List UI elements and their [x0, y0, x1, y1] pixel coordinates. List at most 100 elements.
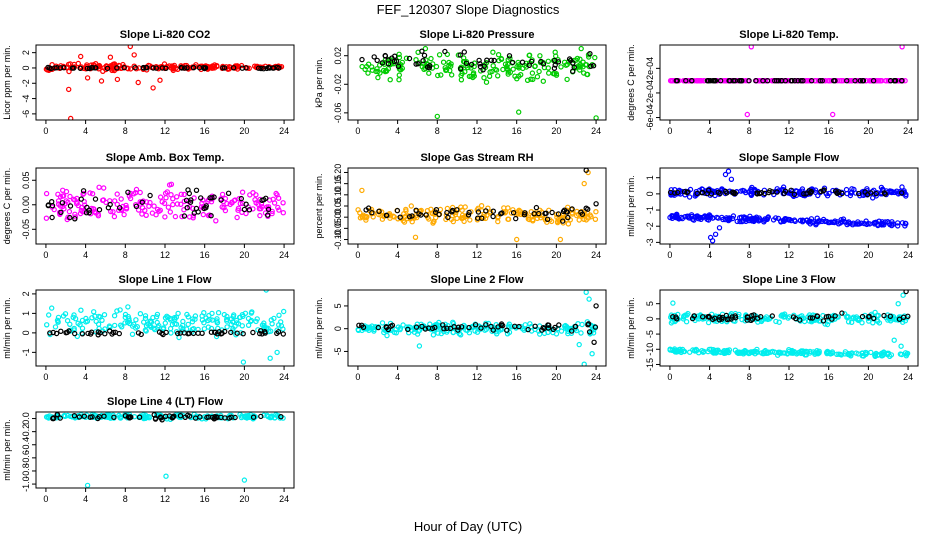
data-point	[577, 56, 583, 62]
data-point	[359, 56, 365, 63]
data-point	[812, 77, 818, 84]
data-point	[45, 202, 52, 208]
data-point	[564, 76, 570, 83]
data-point	[157, 207, 163, 213]
data-point	[807, 350, 813, 356]
data-point	[900, 292, 906, 298]
data-point	[685, 310, 691, 317]
data-point	[169, 415, 176, 421]
data-point	[746, 217, 752, 224]
data-point	[419, 323, 425, 330]
panel-title: Slope Gas Stream RH	[420, 152, 533, 164]
data-point	[546, 70, 552, 76]
data-point	[200, 211, 206, 218]
data-point	[125, 189, 131, 195]
data-point	[177, 413, 184, 419]
data-point	[744, 314, 751, 320]
data-point	[449, 72, 455, 78]
data-point	[63, 188, 70, 195]
data-point	[449, 207, 456, 214]
data-point	[399, 65, 405, 72]
data-point	[477, 63, 484, 70]
data-point	[734, 218, 740, 225]
data-point	[215, 310, 222, 316]
data-point	[834, 351, 840, 357]
data-point	[139, 211, 145, 217]
data-point	[157, 194, 164, 200]
data-point	[850, 221, 856, 228]
data-point	[268, 328, 274, 334]
y-tick-label: 0.05	[21, 171, 31, 189]
data-point	[101, 413, 107, 419]
data-point	[832, 316, 838, 322]
data-point	[717, 77, 724, 84]
data-point	[107, 54, 114, 60]
x-tick-label: 8	[123, 250, 128, 260]
data-point	[866, 313, 872, 319]
data-point	[689, 77, 695, 84]
x-tick-label: 20	[239, 126, 249, 136]
data-point	[115, 207, 122, 213]
data-point	[807, 315, 813, 321]
data-point	[384, 212, 390, 219]
data-point	[697, 77, 704, 84]
y-tick-label: 0.10	[333, 186, 343, 204]
data-point	[581, 361, 587, 366]
data-point	[581, 70, 587, 76]
data-point	[47, 330, 53, 336]
data-point	[143, 328, 149, 334]
data-point	[99, 317, 105, 323]
data-point	[234, 330, 240, 336]
data-point	[274, 64, 280, 71]
data-point	[95, 212, 102, 219]
x-tick-label: 4	[395, 372, 400, 382]
data-point	[549, 209, 555, 216]
data-point	[399, 59, 405, 66]
y-tick-label: -2	[21, 79, 31, 87]
data-point	[224, 324, 230, 330]
data-point	[54, 412, 60, 418]
data-point	[873, 190, 879, 197]
data-point	[868, 349, 874, 356]
panel-title: Slope Line 2 Flow	[431, 274, 524, 286]
data-point	[477, 61, 483, 67]
data-point	[365, 61, 372, 67]
data-point	[817, 318, 824, 324]
data-point	[359, 322, 365, 328]
data-point	[681, 188, 688, 195]
data-point	[876, 218, 882, 224]
data-point	[107, 208, 114, 215]
data-point	[813, 221, 819, 228]
data-point	[863, 77, 869, 84]
y-tick-label: -6	[21, 110, 31, 118]
data-point	[359, 187, 365, 194]
data-point	[84, 75, 91, 81]
data-point	[836, 351, 842, 357]
data-point	[252, 197, 258, 203]
data-point	[546, 322, 552, 328]
data-point	[264, 65, 270, 72]
data-point	[588, 213, 594, 220]
data-point	[433, 206, 440, 213]
data-point	[186, 190, 192, 197]
data-point	[87, 190, 93, 196]
data-point	[125, 304, 131, 310]
data-point	[65, 86, 72, 93]
data-point	[150, 85, 156, 91]
data-point	[259, 197, 265, 203]
data-point	[75, 60, 82, 67]
panel-1: Slope Li-820 Pressure kPa per min. 0 4 8 12 16…	[314, 29, 607, 136]
data-point	[164, 416, 170, 422]
data-point	[705, 314, 711, 320]
data-point	[487, 209, 494, 215]
x-tick-label: 4	[83, 126, 88, 136]
data-point	[414, 331, 421, 337]
data-point	[142, 207, 148, 214]
data-point	[699, 189, 705, 196]
data-point	[379, 60, 385, 66]
data-point	[52, 324, 59, 330]
data-point	[509, 59, 516, 66]
data-point	[899, 77, 905, 84]
data-point	[91, 206, 97, 212]
data-point	[508, 210, 515, 216]
